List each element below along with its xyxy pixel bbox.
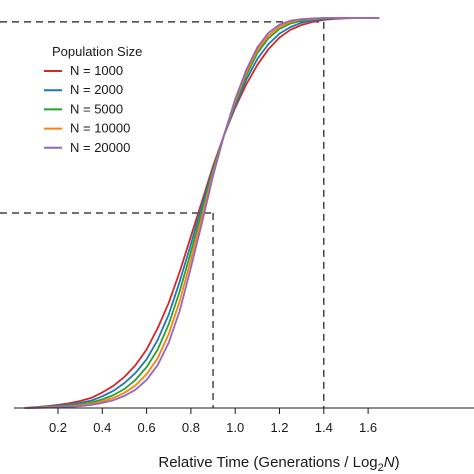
x-tick-label: 1.4 [315, 420, 333, 435]
legend-label: N = 2000 [70, 82, 123, 97]
x-tick-label: 0.6 [138, 420, 156, 435]
legend-items: N = 1000 N = 2000 N = 5000 N = 10000 N = 200… [44, 63, 130, 155]
x-tick-label: 0.4 [93, 420, 111, 435]
x-tick-label: 1.2 [270, 420, 288, 435]
legend: Population Size N = 1000 N = 2000 N = 5000… [44, 44, 142, 155]
x-tick-label: 0.8 [182, 420, 200, 435]
series-line [24, 17, 380, 409]
x-tick-label: 1.6 [359, 420, 377, 435]
x-axis-title: Relative Time (Generations / Log2N) [158, 454, 399, 474]
x-axis-ticks: 0.2 0.4 0.6 0.8 1.0 1.2 1.4 1.6 [49, 408, 377, 435]
legend-label: N = 1000 [70, 63, 123, 78]
legend-title: Population Size [52, 44, 142, 59]
reference-lines [0, 21, 325, 408]
x-tick-label: 0.2 [49, 420, 67, 435]
legend-label: N = 5000 [70, 101, 123, 116]
legend-label: N = 10000 [70, 121, 130, 136]
legend-label: N = 20000 [70, 140, 130, 155]
x-tick-label: 1.0 [226, 420, 244, 435]
series-line [24, 17, 380, 409]
series-lines [24, 17, 380, 409]
